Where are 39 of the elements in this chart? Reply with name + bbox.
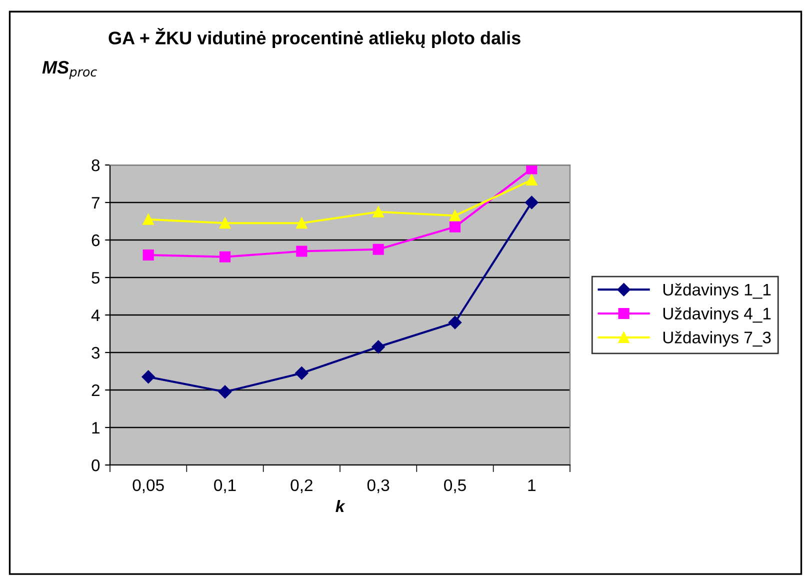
y-tick-label: 3 (92, 346, 100, 359)
point (142, 214, 154, 225)
y-tick-label: 2 (92, 384, 100, 396)
x-tick-label: 0,2 (290, 479, 312, 494)
y-tick-label: 0 (92, 459, 100, 472)
point (218, 385, 232, 398)
point (526, 174, 538, 186)
point (372, 244, 384, 255)
y-axis-title: MS$_{proc}$ (42, 60, 97, 80)
point (219, 218, 231, 229)
point (372, 340, 385, 354)
point (296, 218, 308, 229)
x-tick-label: 0,5 (444, 479, 466, 494)
x-tick-label: 1 (528, 480, 536, 491)
point (219, 251, 231, 262)
legend-label: Uždavinys 1_1 (663, 283, 771, 299)
legend-label: Uždavinys 7_3 (663, 331, 771, 347)
legend-label: Uždavinys 4_1 (663, 307, 771, 323)
x-tick-label: 0,3 (367, 479, 390, 494)
y-tick-label: 7 (92, 197, 100, 209)
y-tick-label: 1 (92, 422, 100, 434)
x-tick-label: 0,1 (214, 479, 236, 494)
point (525, 196, 538, 210)
point (372, 206, 384, 218)
x-tick-label: 0,05 (132, 479, 164, 494)
point (142, 249, 154, 261)
point (449, 210, 461, 222)
point (295, 366, 308, 380)
y-tick-label: 5 (92, 272, 100, 284)
point (296, 246, 308, 257)
point (142, 370, 155, 384)
y-tick-label: 8 (92, 159, 100, 172)
chart-title: GA + ŽKU vidutinė procentinė atliekų ploto dalis (108, 28, 520, 48)
point (526, 165, 538, 174)
y-tick-label: 6 (92, 234, 100, 246)
x-axis-title: k (336, 500, 346, 512)
y-tick-label: 4 (91, 310, 100, 322)
point (449, 221, 461, 232)
point (448, 316, 462, 330)
